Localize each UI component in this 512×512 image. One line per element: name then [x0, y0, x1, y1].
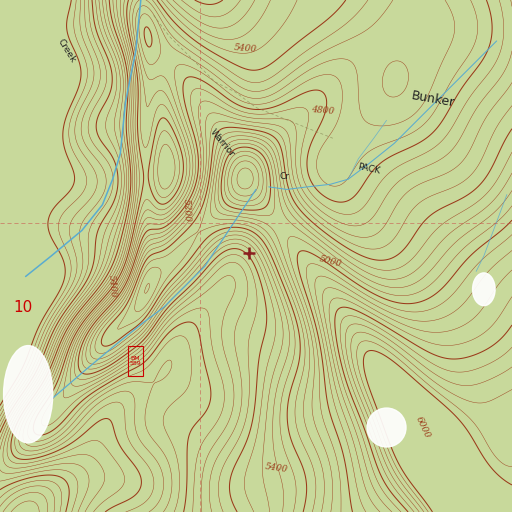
Text: 5400: 5400 — [265, 462, 288, 475]
Text: Creek: Creek — [56, 38, 77, 65]
Text: BM
589: BM 589 — [130, 356, 141, 366]
Ellipse shape — [473, 273, 495, 306]
Text: 6000: 6000 — [414, 415, 431, 440]
Ellipse shape — [4, 346, 53, 443]
Text: 10: 10 — [13, 300, 33, 315]
Text: Warrior: Warrior — [209, 128, 237, 159]
Text: 5200: 5200 — [182, 198, 192, 222]
Ellipse shape — [367, 408, 406, 447]
Text: 5400: 5400 — [107, 275, 118, 298]
Text: 5000: 5000 — [318, 254, 343, 268]
Text: 5400: 5400 — [234, 43, 258, 54]
Text: 4800: 4800 — [311, 104, 334, 116]
Text: Cr: Cr — [279, 172, 289, 181]
Text: PACK: PACK — [356, 162, 381, 176]
Text: Bunker: Bunker — [410, 90, 456, 110]
